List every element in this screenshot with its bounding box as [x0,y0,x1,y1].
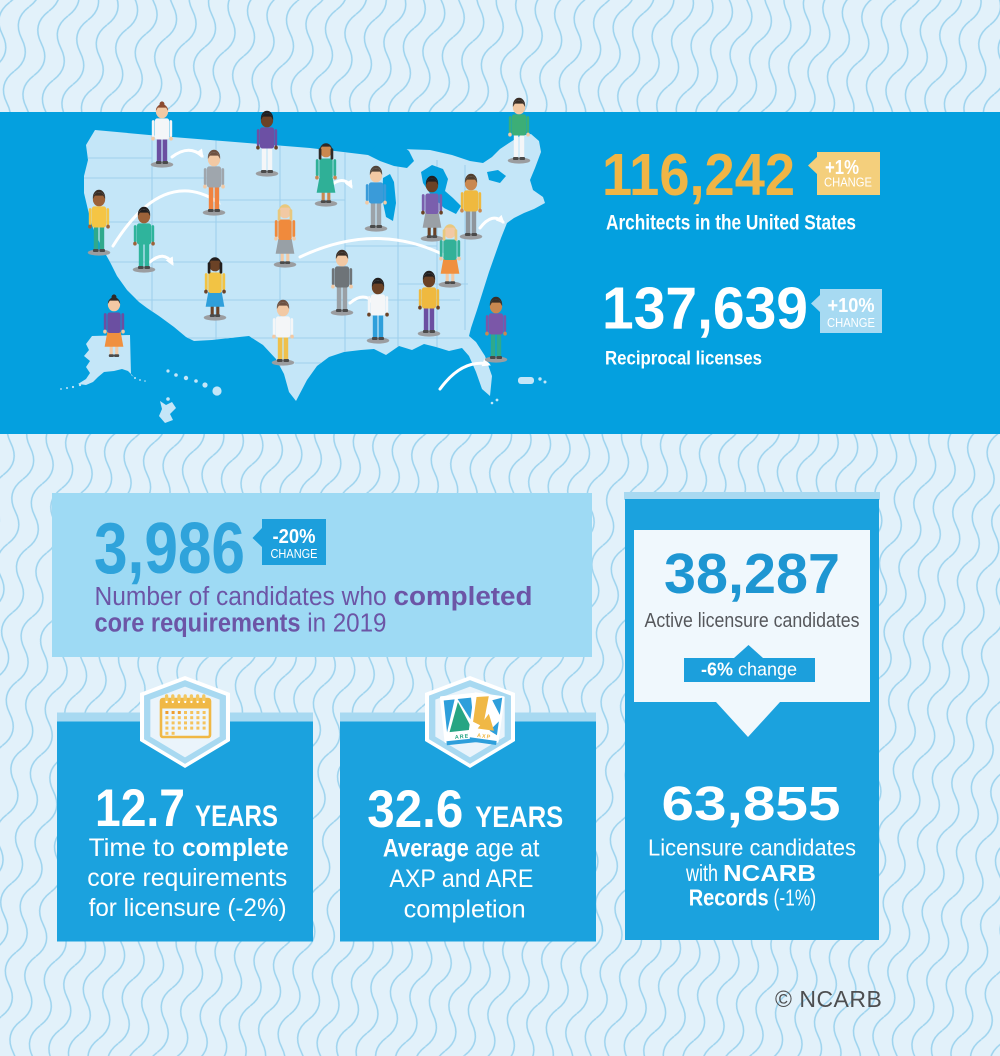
svg-text:Reciprocal licenses: Reciprocal licenses [605,349,762,370]
svg-text:32.6: 32.6 [367,780,463,839]
svg-text:Time to complete: Time to complete [89,834,289,862]
svg-text:116,242: 116,242 [602,142,795,208]
svg-text:CHANGE: CHANGE [824,176,872,190]
svg-text:Licensure candidates: Licensure candidates [648,835,856,861]
svg-text:+1%: +1% [825,157,859,179]
svg-text:© NCARB: © NCARB [775,986,882,1012]
svg-text:-6% change: -6% change [701,660,797,680]
svg-text:12.7: 12.7 [95,779,185,838]
svg-text:for licensure (-2%): for licensure (-2%) [89,894,287,922]
svg-text:+10%: +10% [828,295,875,317]
svg-text:with NCARB: with NCARB [685,860,816,886]
svg-text:ARE: ARE [455,734,470,741]
svg-text:CHANGE: CHANGE [271,547,318,561]
svg-text:Average age at: Average age at [383,835,540,863]
svg-text:AXP and ARE: AXP and ARE [389,865,533,893]
svg-text:Architects in the United State: Architects in the United States [606,212,856,235]
svg-text:CHANGE: CHANGE [827,316,875,330]
svg-text:core requirements: core requirements [87,864,287,892]
svg-text:38,287: 38,287 [664,542,840,606]
svg-text:completion: completion [404,896,526,924]
svg-text:63,855: 63,855 [662,778,841,831]
svg-text:Active licensure candidates: Active licensure candidates [645,610,860,632]
svg-text:YEARS: YEARS [475,801,563,834]
svg-text:YEARS: YEARS [195,800,278,833]
svg-text:3,986: 3,986 [94,509,245,589]
svg-text:-20%: -20% [273,526,316,548]
svg-text:Number of candidates who compl: Number of candidates who completed [95,583,533,611]
svg-text:core requirements in 2019: core requirements in 2019 [95,610,387,638]
svg-text:AXP: AXP [477,733,492,741]
svg-text:137,639: 137,639 [602,276,808,342]
svg-text:Records (-1%): Records (-1%) [689,885,817,911]
